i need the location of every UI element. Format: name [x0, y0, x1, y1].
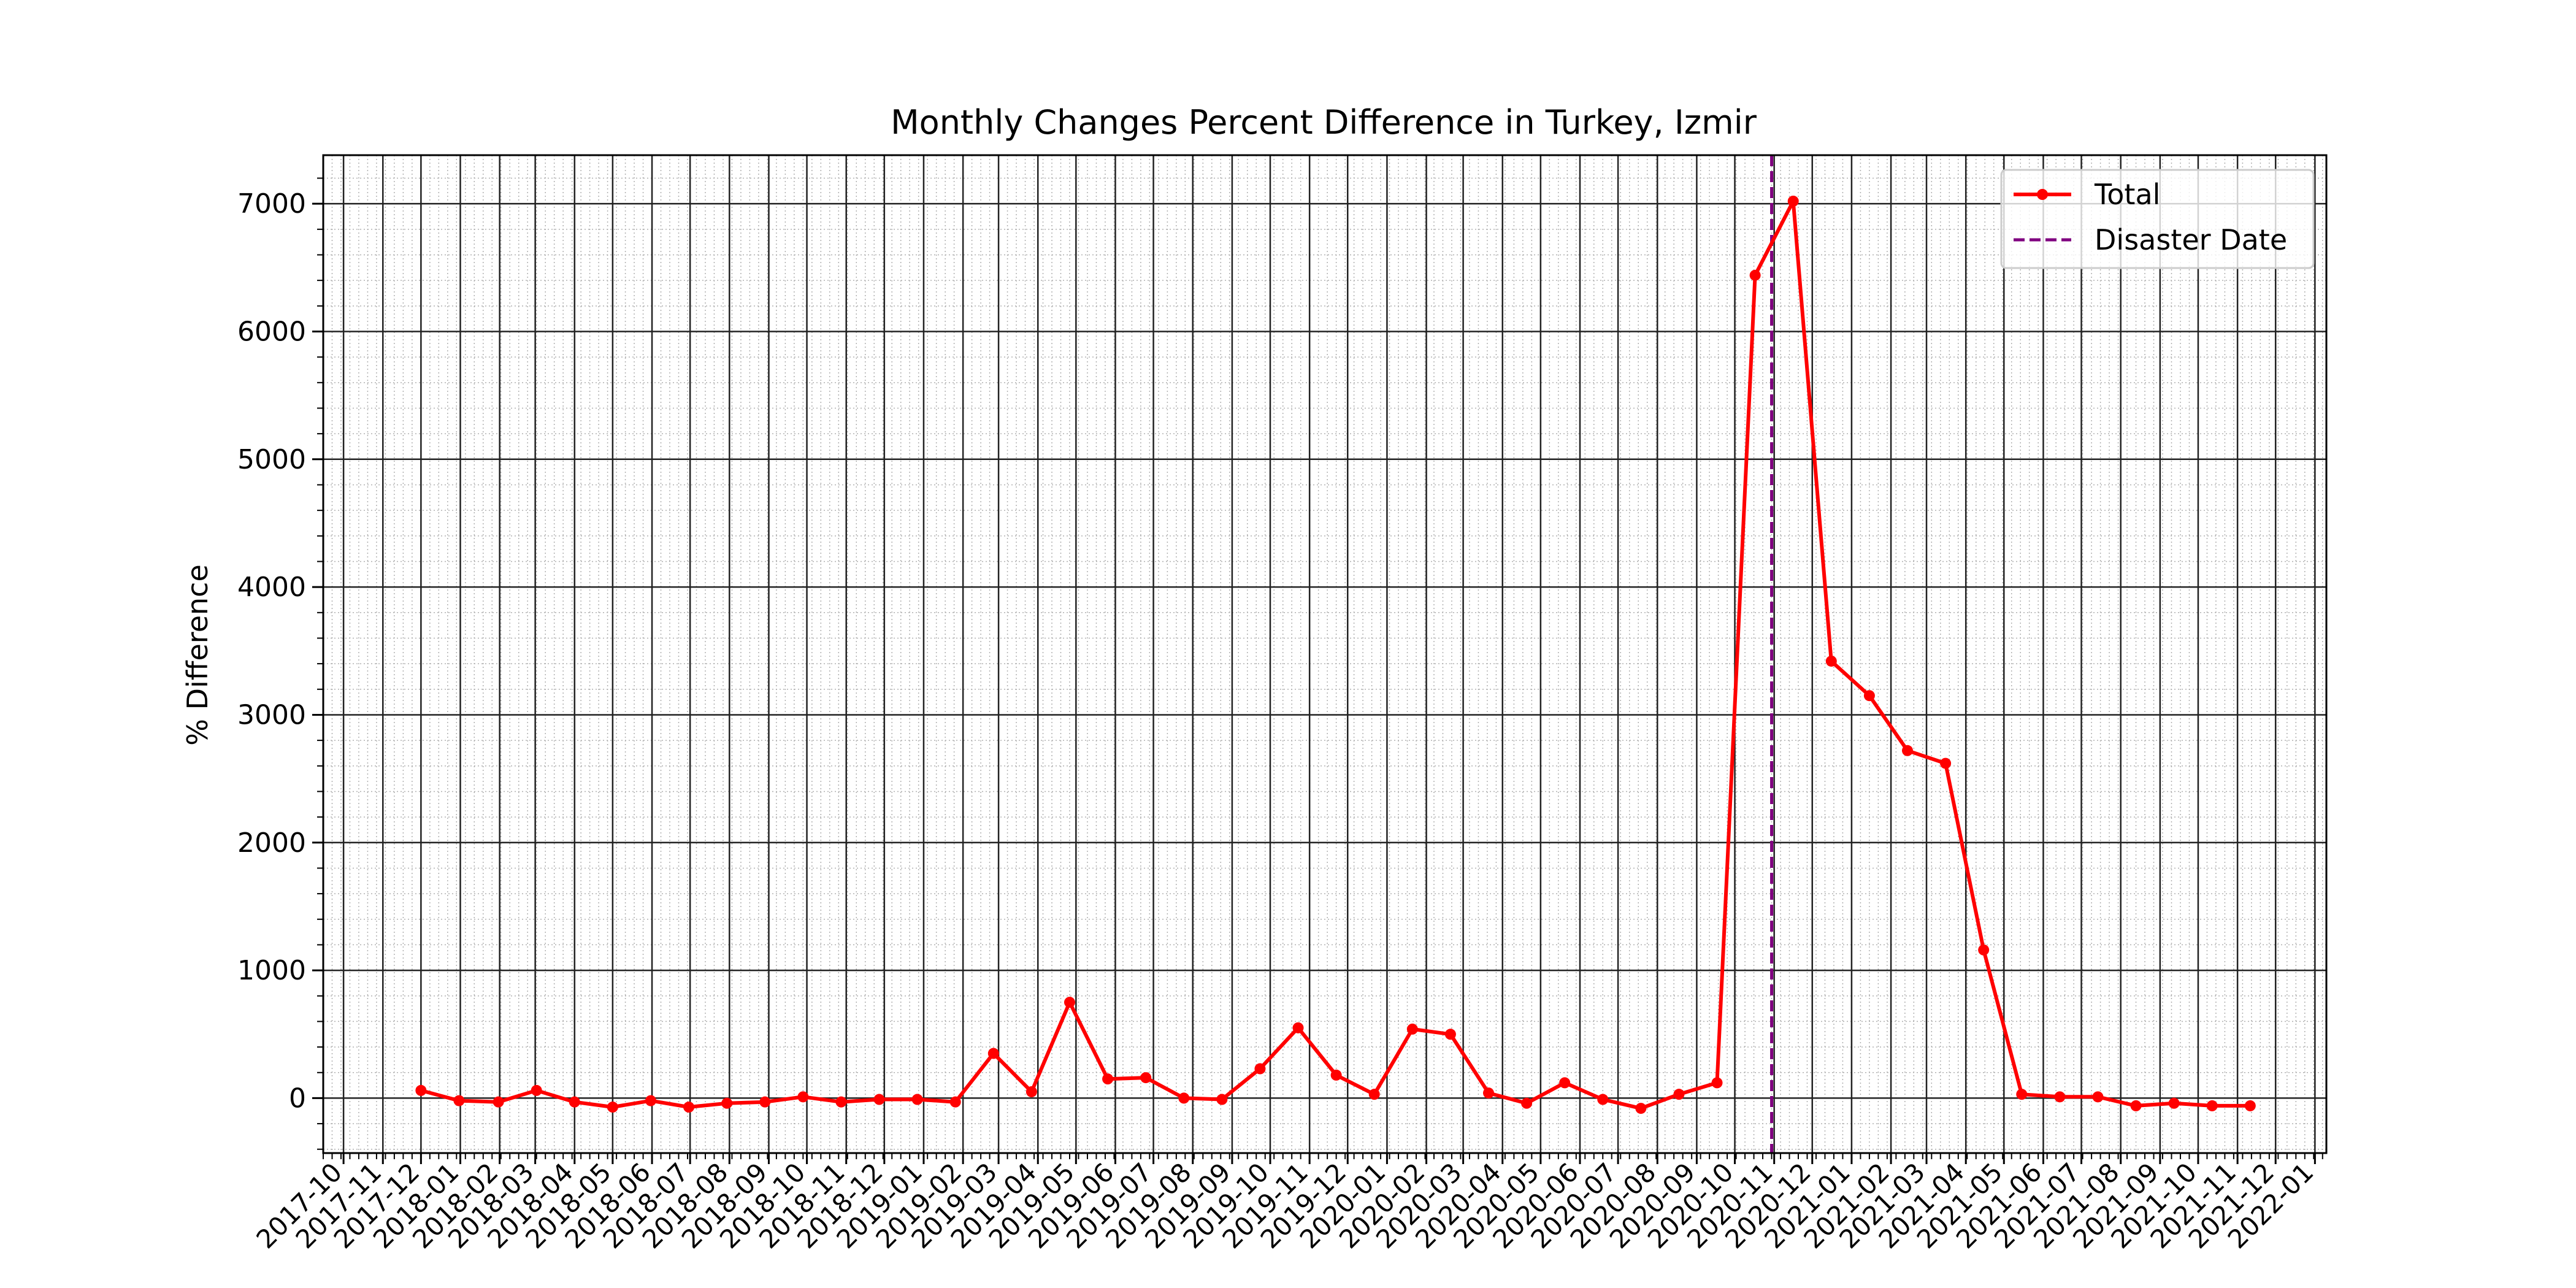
- series-total-point: [1978, 944, 1990, 956]
- y-tick-label: 1000: [237, 955, 306, 986]
- series-total-point: [873, 1094, 885, 1105]
- series-total-point: [2244, 1100, 2256, 1111]
- series-total-point: [2168, 1097, 2180, 1109]
- series-total-point: [453, 1095, 465, 1106]
- y-tick-label: 5000: [237, 444, 306, 475]
- series-total-point: [1482, 1087, 1494, 1099]
- series-total-point: [1901, 745, 1913, 756]
- series-total-point: [1635, 1103, 1647, 1114]
- series-total-point: [2092, 1091, 2104, 1103]
- legend: Total Disaster Date: [2000, 169, 2315, 269]
- legend-disaster-label: Disaster Date: [2095, 223, 2287, 256]
- series-total-point: [721, 1097, 733, 1109]
- series-total-point: [2130, 1100, 2142, 1111]
- series-total-point: [1140, 1072, 1152, 1084]
- series-total-point: [1940, 757, 1952, 769]
- series-total-point: [493, 1096, 504, 1108]
- series-total-point: [2054, 1091, 2066, 1103]
- series-total-point: [911, 1094, 923, 1105]
- series-total-point: [1444, 1029, 1456, 1040]
- series-total-point: [1825, 655, 1837, 667]
- series-total-point: [949, 1096, 961, 1108]
- plot-frame: [322, 154, 2328, 1154]
- grid: [323, 155, 2326, 1153]
- series-total-point: [1254, 1063, 1266, 1075]
- series-total-point: [607, 1102, 618, 1113]
- series-total-point: [2206, 1100, 2218, 1111]
- series-total-point: [415, 1084, 427, 1096]
- series-total-point: [1292, 1022, 1304, 1033]
- legend-total-marker: [2037, 189, 2048, 200]
- series-total-point: [1330, 1069, 1342, 1081]
- series-total-point: [1711, 1077, 1723, 1089]
- series-total-point: [1597, 1094, 1609, 1105]
- chart-title: Monthly Changes Percent Difference in Tu…: [891, 103, 1757, 142]
- series-total-point: [1559, 1077, 1571, 1089]
- series-total-point: [569, 1096, 580, 1108]
- y-tick-label: 3000: [237, 699, 306, 730]
- y-tick-label: 6000: [237, 316, 306, 347]
- y-tick-label: 4000: [237, 572, 306, 603]
- series-total-point: [1368, 1089, 1380, 1100]
- series-total-point: [645, 1095, 656, 1106]
- y-axis-label: % Difference: [181, 564, 214, 745]
- y-tick-label: 0: [289, 1083, 306, 1114]
- series-total-point: [1521, 1097, 1533, 1109]
- series-layer: [415, 195, 2256, 1114]
- series-total-point: [683, 1102, 695, 1113]
- series-total-point: [1064, 997, 1075, 1008]
- y-tick-label: 7000: [237, 188, 306, 220]
- y-tick-label: 2000: [237, 827, 306, 859]
- series-total-point: [1178, 1092, 1190, 1104]
- series-total-point: [1863, 690, 1875, 702]
- series-total-point: [759, 1096, 771, 1108]
- series-total-point: [1673, 1089, 1685, 1100]
- series-total-point: [2016, 1089, 2028, 1100]
- series-total-point: [1406, 1023, 1418, 1035]
- series-total-point: [1787, 195, 1799, 207]
- series-total-point: [835, 1096, 847, 1108]
- series-total-point: [531, 1084, 542, 1096]
- legend-total-label: Total: [2094, 178, 2160, 211]
- legend-box: [2000, 169, 2315, 269]
- series-total-point: [1102, 1073, 1114, 1085]
- series-total-point: [987, 1048, 999, 1059]
- series-total-point: [1216, 1094, 1228, 1105]
- series-total-point: [797, 1091, 809, 1103]
- series-total-point: [1749, 269, 1761, 281]
- series-total-point: [1025, 1086, 1037, 1098]
